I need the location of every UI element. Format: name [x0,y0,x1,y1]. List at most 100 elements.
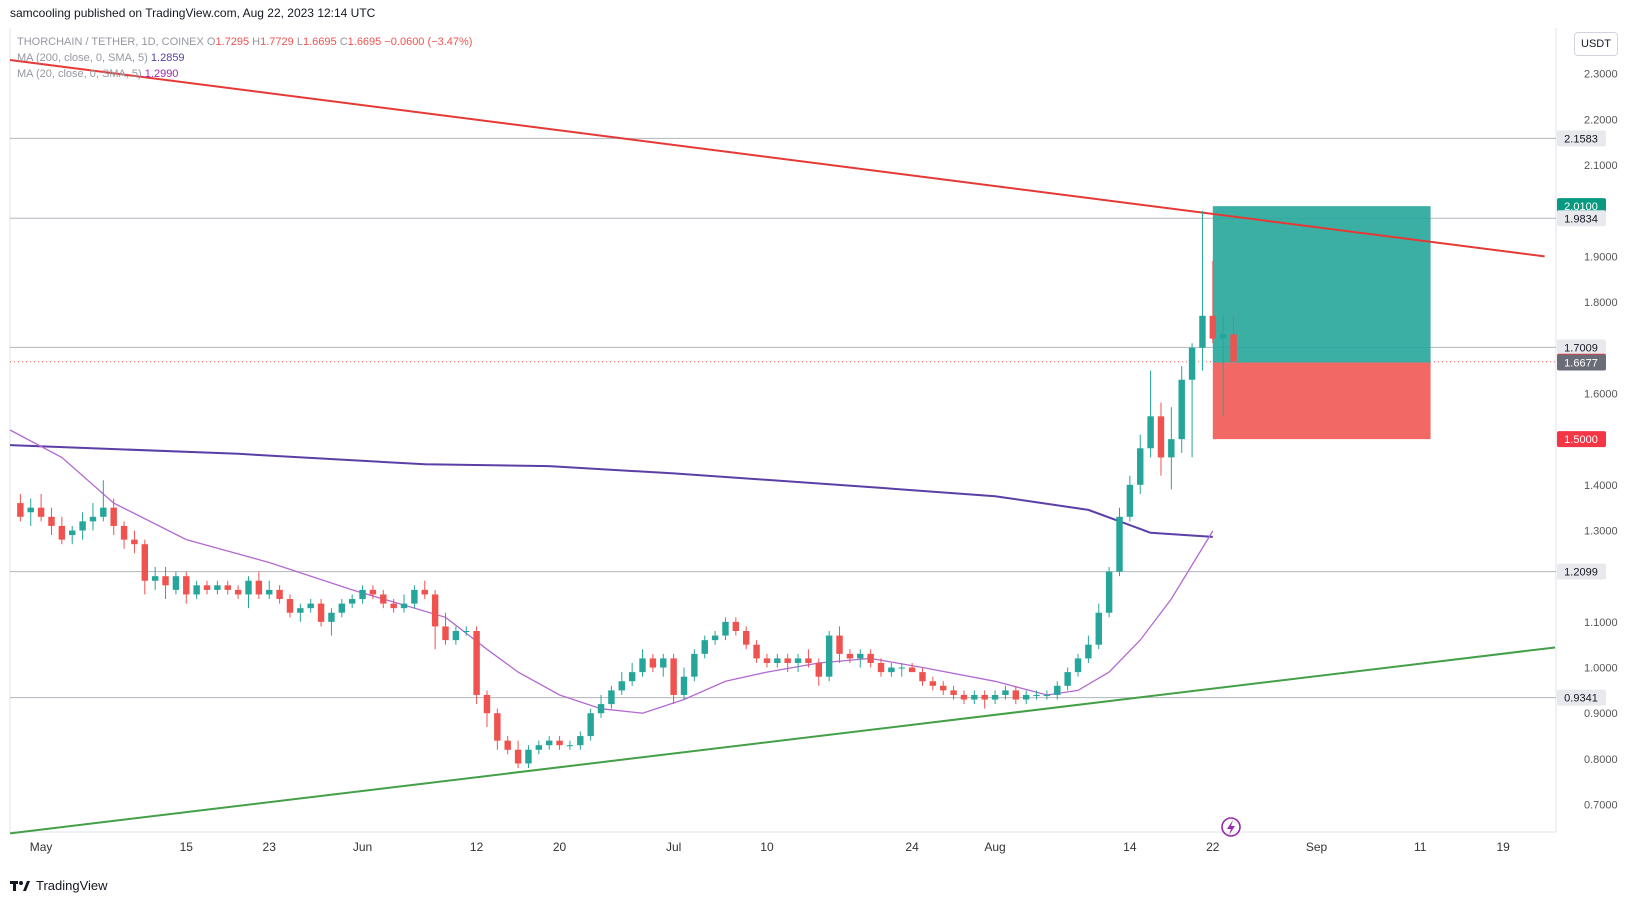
candle-body [348,599,356,604]
lightning-icon[interactable] [1221,817,1241,837]
candle-body [17,503,24,517]
resistance-trendline[interactable] [9,58,1545,258]
candle-body [867,653,874,663]
candle [608,685,615,709]
candle-body [1137,448,1144,485]
candle [266,580,273,600]
candle [1199,210,1206,371]
support-trendline[interactable] [9,646,1556,835]
candle-body [742,631,750,645]
candle-body [1043,694,1051,696]
target-zone [1212,206,1431,363]
candle-body [888,667,895,673]
candle [722,617,729,641]
candle [255,571,263,600]
price-badge: 2.1583 [1557,130,1606,147]
candle [328,608,335,636]
candle [58,516,66,545]
price-badge-bg [1557,354,1606,371]
price-badge-text: 1.6677 [1564,358,1598,370]
candle [1105,567,1113,618]
candle-body [317,603,325,622]
candle [442,612,449,645]
candle [1064,667,1071,691]
price-badge-text: 1.5000 [1564,434,1598,446]
candle-body [1116,516,1123,572]
candle-body [981,694,988,700]
candle [846,649,854,663]
candle-body [380,594,387,604]
currency-unit-button[interactable]: USDT [1574,32,1618,56]
candle-body [1157,416,1165,458]
candle [494,708,501,750]
candle-body [255,580,263,595]
candle [577,731,584,750]
candle [120,521,128,549]
price-tick-label: 1.4000 [1584,480,1618,492]
candle-body [680,676,688,695]
candle-body [950,690,957,695]
candle-body [483,694,491,714]
price-tick-label: 0.9000 [1584,708,1618,720]
candle-body [1085,644,1092,659]
candle-body [940,685,947,691]
candle-body [224,585,231,590]
candle [1012,685,1020,705]
candle-body [266,589,273,595]
candle-body [214,585,221,590]
candle [742,626,750,650]
candle [794,653,802,673]
candle [525,745,532,769]
candle-body [338,603,346,613]
candle [898,662,905,677]
time-axis[interactable]: May 15 23 Jun 12 20 Jul 10 24 Aug 14 22 Sep 11 19 [30,840,1510,854]
candle [110,498,117,536]
candle-body [608,690,615,705]
price-badge: 1.5000 [1557,431,1606,448]
candle-body [504,740,511,750]
time-tick-label: May [30,840,53,854]
long-position-tool[interactable] [1212,206,1431,440]
candle [297,603,304,622]
candle-body [535,745,543,750]
candle [172,571,180,595]
candle-body [566,745,574,747]
candle-body [670,658,677,695]
price-badge-text: 2.1583 [1564,133,1598,145]
candle-body [1022,694,1030,700]
candle-body [1178,379,1185,440]
candle [421,580,428,600]
candle [1178,366,1185,453]
price-tick-label: 1.9000 [1584,251,1618,263]
candle [628,662,636,686]
candle-body [89,516,97,522]
price-badges: 2.15832.01001.98341.70091.66951.66771.50… [1557,130,1606,706]
candle-body [69,530,76,536]
ma200-legend-row: MA (200, close, 0, SMA, 5) 1.2859 [17,52,185,64]
price-badge-text: 1.2099 [1564,567,1598,579]
candle [214,580,221,595]
candle-body [110,507,117,526]
price-badge: 2.0100 [1557,198,1606,215]
candle [1054,681,1061,700]
candle-body [898,667,905,669]
candle [245,576,252,609]
candle [639,649,646,677]
change-value: −0.0600 (−3.47%) [384,36,473,48]
candle-body [763,658,771,663]
price-tick-label: 1.6000 [1584,388,1618,400]
candle-body [183,576,190,595]
price-axis[interactable]: 2.3000 2.2000 2.1000 1.9000 1.8000 1.6000 1.40… [1584,69,1618,812]
candle [535,740,543,755]
candle [463,626,470,636]
candle [1074,653,1082,677]
candle [234,585,242,600]
candle [929,676,937,691]
candle-body [514,749,522,764]
trend-lines[interactable] [9,58,1556,835]
candle [348,594,356,609]
candle-body [27,507,34,513]
published-by-header: samcooling published on TradingView.com,… [10,6,376,20]
candle-body [701,640,708,654]
